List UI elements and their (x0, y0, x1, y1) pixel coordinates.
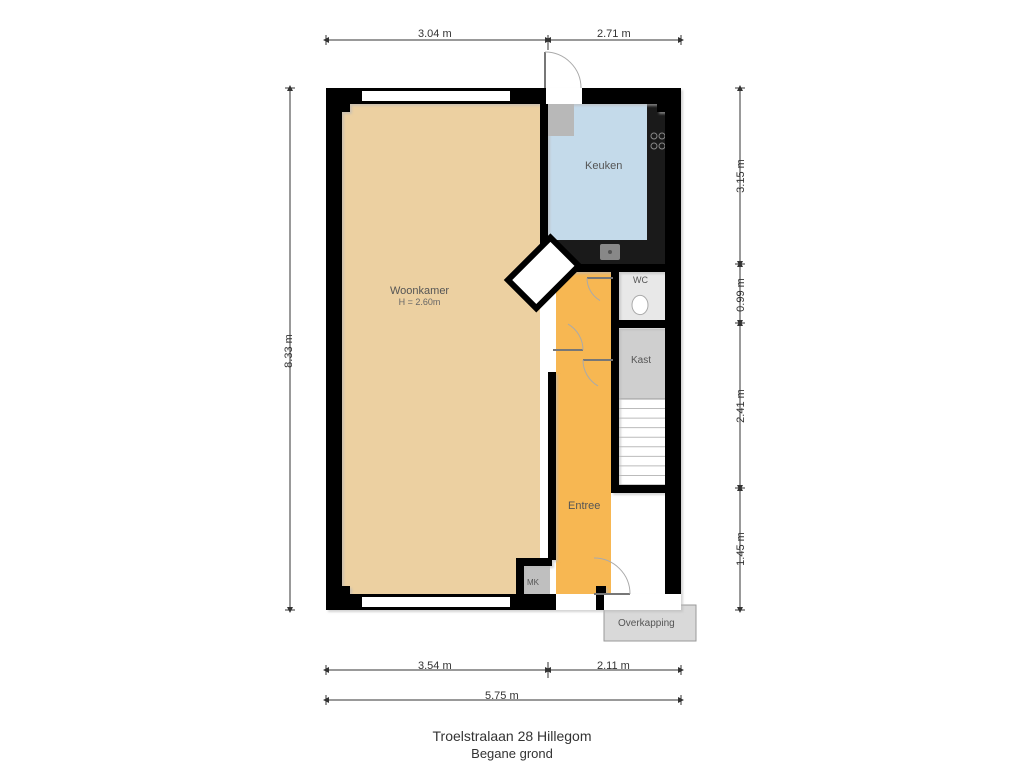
dim-bot-inner-2: 2.11 m (597, 660, 630, 672)
label-woonkamer: Woonkamer H = 2.60m (390, 285, 449, 307)
label-mk: MK (527, 578, 539, 587)
dim-bot-outer: 5.75 m (485, 690, 519, 702)
dim-bot-inner-1: 3.54 m (418, 660, 452, 672)
label-wc: WC (633, 275, 648, 285)
dim-left: 8.33 m (283, 334, 295, 368)
label-entree: Entree (568, 500, 600, 512)
dim-right-2: 0.99 m (735, 278, 747, 312)
dim-right-1: 3.15 m (735, 159, 747, 193)
label-keuken: Keuken (585, 160, 622, 172)
dim-right-3: 2.41 m (735, 389, 747, 423)
floorplan-svg (0, 0, 1024, 768)
label-overkapping: Overkapping (618, 618, 675, 629)
plan-subtitle: Begane grond (0, 746, 1024, 761)
dim-top-2: 2.71 m (597, 28, 631, 40)
floorplan-canvas: Woonkamer H = 2.60m Keuken WC Kast Entre… (0, 0, 1024, 768)
label-kast: Kast (631, 355, 651, 366)
plan-title: Troelstralaan 28 Hillegom (0, 728, 1024, 744)
dim-right-4: 1.45 m (735, 532, 747, 566)
dim-top-1: 3.04 m (418, 28, 452, 40)
